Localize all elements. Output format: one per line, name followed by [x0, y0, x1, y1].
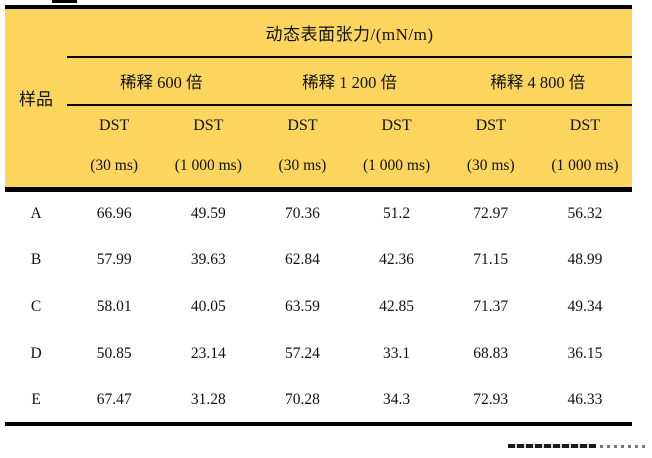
value-cell: 39.63 — [161, 236, 256, 283]
value-cell: 33.1 — [349, 330, 444, 377]
header-row-main: 样品 动态表面张力/(mN/m) — [5, 7, 632, 192]
group-header-dilution-600: 稀释 600 倍 — [67, 57, 256, 106]
value-cell: 23.14 — [161, 330, 256, 377]
value-cell: 63.59 — [255, 283, 350, 330]
value-cell: 36.15 — [537, 330, 632, 377]
column-header-30ms: (30 ms) — [67, 145, 162, 192]
scan-artifact-dash — [52, 0, 77, 3]
column-header-dst: DST — [443, 105, 538, 145]
value-cell: 66.96 — [67, 189, 162, 236]
table-row: C 58.01 40.05 63.59 42.85 71.37 49.34 — [5, 283, 632, 330]
value-cell: 70.28 — [255, 377, 350, 424]
value-cell: 42.36 — [349, 236, 444, 283]
watermark-fragment — [600, 445, 648, 448]
table-row: E 67.47 31.28 70.28 34.3 72.93 46.33 — [5, 377, 632, 424]
header-row-dst: DST DST DST DST DST DST — [5, 105, 632, 145]
value-cell: 68.83 — [443, 330, 538, 377]
table-body: A 66.96 49.59 70.36 51.2 72.97 56.32 B 5… — [5, 189, 632, 424]
value-cell: 46.33 — [537, 377, 632, 424]
column-header-dst: DST — [67, 105, 162, 145]
sample-label: C — [5, 283, 68, 330]
column-header-dst: DST — [349, 105, 444, 145]
corner-header-sample: 样品 — [5, 7, 68, 192]
value-cell: 31.28 — [161, 377, 256, 424]
column-header-dst: DST — [537, 105, 632, 145]
watermark-fragment — [508, 444, 596, 448]
value-cell: 49.34 — [537, 283, 632, 330]
value-cell: 58.01 — [67, 283, 162, 330]
column-header-dst: DST — [255, 105, 350, 145]
value-cell: 57.24 — [255, 330, 350, 377]
group-header-dilution-4800: 稀释 4 800 倍 — [443, 57, 632, 106]
value-cell: 70.36 — [255, 189, 350, 236]
value-cell: 34.3 — [349, 377, 444, 424]
column-header-1000ms: (1 000 ms) — [349, 145, 444, 192]
value-cell: 40.05 — [161, 283, 256, 330]
column-header-1000ms: (1 000 ms) — [161, 145, 256, 192]
illegible-watermark — [508, 443, 648, 450]
value-cell: 56.32 — [537, 189, 632, 236]
column-header-dst: DST — [161, 105, 256, 145]
column-header-30ms: (30 ms) — [255, 145, 350, 192]
header-row-groups: 稀释 600 倍 稀释 1 200 倍 稀释 4 800 倍 — [5, 57, 632, 106]
group-header-dilution-1200: 稀释 1 200 倍 — [255, 57, 444, 106]
value-cell: 57.99 — [67, 236, 162, 283]
value-cell: 51.2 — [349, 189, 444, 236]
column-header-1000ms: (1 000 ms) — [537, 145, 632, 192]
table-row: A 66.96 49.59 70.36 51.2 72.97 56.32 — [5, 189, 632, 236]
value-cell: 50.85 — [67, 330, 162, 377]
table-header: 样品 动态表面张力/(mN/m) 稀释 600 倍 稀释 1 200 倍 稀释 … — [5, 7, 632, 192]
sample-label: D — [5, 330, 68, 377]
table-row: D 50.85 23.14 57.24 33.1 68.83 36.15 — [5, 330, 632, 377]
sample-label: A — [5, 189, 68, 236]
value-cell: 71.15 — [443, 236, 538, 283]
value-cell: 42.85 — [349, 283, 444, 330]
value-cell: 72.93 — [443, 377, 538, 424]
column-header-30ms: (30 ms) — [443, 145, 538, 192]
dynamic-surface-tension-table: 样品 动态表面张力/(mN/m) 稀释 600 倍 稀释 1 200 倍 稀释 … — [5, 5, 632, 426]
main-header-title: 动态表面张力/(mN/m) — [67, 7, 632, 58]
header-row-ms: (30 ms) (1 000 ms) (30 ms) (1 000 ms) (3… — [5, 145, 632, 192]
value-cell: 71.37 — [443, 283, 538, 330]
table-row: B 57.99 39.63 62.84 42.36 71.15 48.99 — [5, 236, 632, 283]
value-cell: 48.99 — [537, 236, 632, 283]
value-cell: 62.84 — [255, 236, 350, 283]
value-cell: 49.59 — [161, 189, 256, 236]
sample-label: B — [5, 236, 68, 283]
sample-label: E — [5, 377, 68, 424]
value-cell: 67.47 — [67, 377, 162, 424]
value-cell: 72.97 — [443, 189, 538, 236]
